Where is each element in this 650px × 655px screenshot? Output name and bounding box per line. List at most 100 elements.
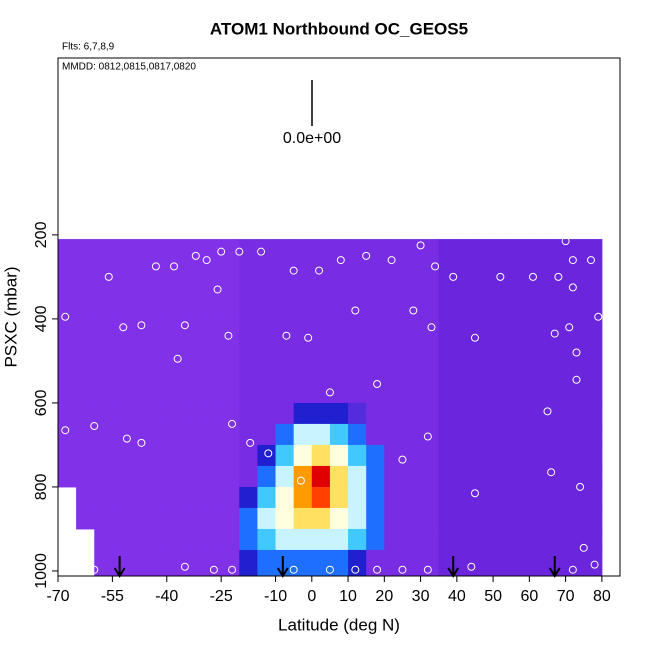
observation-point (325, 388, 334, 397)
heat-cell (94, 528, 113, 551)
heat-cell (493, 402, 512, 425)
heat-cell (547, 402, 567, 425)
heat-cell (293, 318, 313, 404)
heat-cell (474, 318, 494, 404)
observation-point (554, 272, 563, 281)
observation-point (470, 333, 479, 342)
heat-cell (311, 402, 331, 425)
heat-cell (420, 318, 440, 404)
heat-cell (94, 318, 113, 404)
y-tick-label: 800 (33, 473, 50, 500)
heat-cell (456, 318, 476, 404)
observation-point (594, 312, 603, 321)
heat-cell (329, 239, 349, 320)
observation-point (373, 380, 382, 389)
heat-cell (420, 239, 440, 320)
heat-cell (547, 528, 567, 551)
heat-cell (474, 444, 494, 467)
heat-cell (184, 318, 204, 404)
heat-cell (184, 549, 204, 577)
x-tick-label: 10 (339, 588, 357, 605)
heat-cell (438, 318, 458, 404)
observation-point (387, 256, 396, 265)
heat-cell (275, 402, 295, 425)
heat-cell (94, 444, 113, 467)
heat-cell (493, 465, 512, 488)
observation-point (61, 426, 70, 435)
heat-cell (366, 318, 385, 404)
observation-point (351, 565, 360, 574)
heat-cell (583, 444, 603, 467)
observation-point (217, 247, 226, 256)
note: Flts: 6,7,8,9 (62, 42, 115, 53)
heat-cell (311, 549, 331, 577)
x-tick-label: 40 (448, 588, 466, 605)
heat-cell (58, 402, 77, 425)
observation-point (550, 329, 559, 338)
x-tick-label: 20 (375, 588, 393, 605)
heat-cell (76, 318, 95, 404)
chart-title: ATOM1 Northbound OC_GEOS5 (210, 19, 468, 38)
heat-cell (58, 444, 77, 467)
heat-cell (493, 528, 512, 551)
heat-cell (511, 465, 530, 488)
heat-cell (58, 423, 77, 446)
heat-cell (366, 444, 385, 467)
heat-cell (474, 423, 494, 446)
x-axis-label: Latitude (deg N) (278, 615, 400, 634)
heat-cell (257, 507, 277, 530)
heat-cell (311, 507, 331, 530)
heat-cell (148, 444, 168, 467)
heat-cell (130, 528, 150, 551)
heat-cell (130, 444, 150, 467)
heat-cell (511, 402, 530, 425)
heat-cell (438, 465, 458, 488)
heat-cell (203, 239, 222, 320)
heat-cell (384, 486, 403, 509)
heat-cell (402, 444, 422, 467)
heat-cell (420, 528, 440, 551)
heat-cell (221, 486, 240, 509)
x-tick-label: 50 (484, 588, 502, 605)
heat-cell (94, 507, 113, 530)
heat-cell (583, 402, 603, 425)
heat-cell (112, 528, 132, 551)
heat-cell (438, 423, 458, 446)
y-tick-label: 400 (33, 305, 50, 332)
heat-cell (583, 507, 603, 530)
heat-cell (148, 318, 168, 404)
heat-cell (221, 528, 240, 551)
heat-cell (366, 528, 385, 551)
heat-cell (112, 444, 132, 467)
heat-cell (293, 444, 313, 467)
heat-cell (348, 486, 367, 509)
heat-cell (76, 507, 95, 530)
observation-point (351, 306, 360, 315)
heat-cell (130, 318, 150, 404)
heat-cell (94, 423, 113, 446)
heat-cell (329, 444, 349, 467)
heat-cell (184, 423, 204, 446)
observation-point (572, 348, 581, 357)
heat-cell (329, 507, 349, 530)
observation-point (257, 247, 266, 256)
heat-cell (547, 444, 567, 467)
heat-cell (203, 318, 222, 404)
heat-cell (76, 423, 95, 446)
observation-point (315, 266, 324, 275)
heat-cell (402, 318, 422, 404)
observation-point (572, 375, 581, 384)
heat-cell (257, 402, 277, 425)
heat-cell (112, 465, 132, 488)
heat-cell (311, 465, 331, 488)
heat-cell (275, 465, 295, 488)
heat-cell (384, 423, 403, 446)
heat-cell (547, 507, 567, 530)
heat-cell (493, 444, 512, 467)
heat-cell (311, 444, 331, 467)
heat-cell (402, 528, 422, 551)
heat-cell (257, 465, 277, 488)
heat-cell (166, 423, 186, 446)
heat-cell (293, 549, 313, 577)
heat-cell (311, 239, 331, 320)
